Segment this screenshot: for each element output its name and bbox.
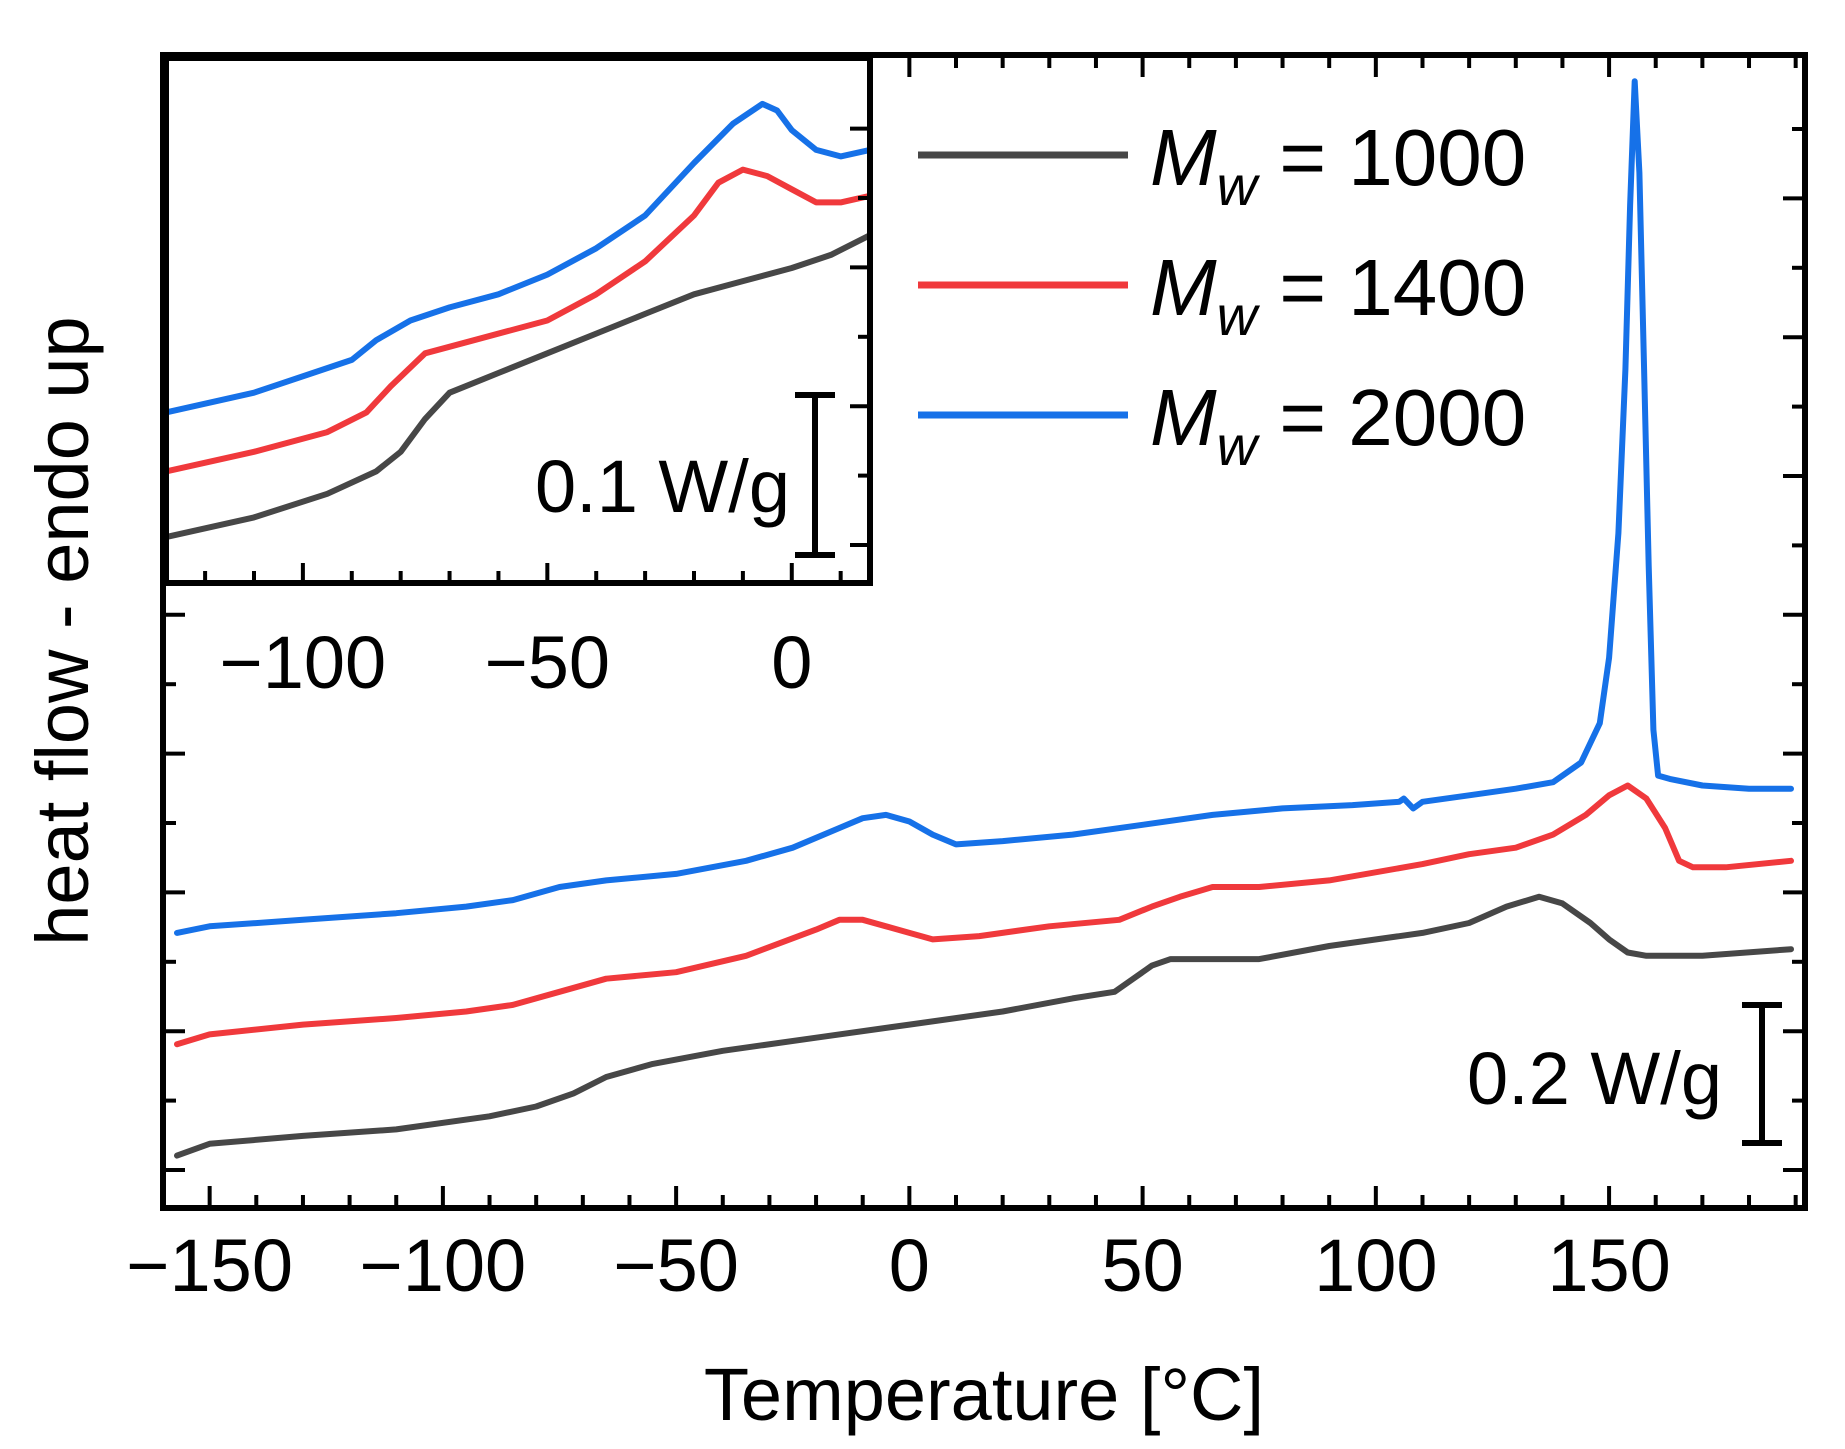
legend-label-1000-symbol: M [1150,113,1217,202]
y-axis-title: heat flow - endo up [21,316,104,945]
main-x-tick-label: 150 [1547,1224,1670,1307]
inset-x-tick-label: 0 [771,621,812,704]
x-axis-title: Temperature [°C] [704,1353,1264,1436]
main-series-1 [174,893,1794,1159]
inset-series-2 [163,166,873,475]
main-scale-bar: 0.2 W/g [1467,1002,1782,1146]
legend-label-1000-subscript: w [1217,154,1261,217]
legend-item-2000: Mw = 2000 [918,373,1526,477]
inset-scale-bar: 0.1 W/g [535,392,835,558]
inset-scale-bar-label: 0.1 W/g [535,445,790,528]
main-x-tick-label: 0 [889,1224,930,1307]
main-series-3 [174,78,1794,936]
legend-label-2000-subscript: w [1217,414,1261,477]
main-x-tick-label: −50 [613,1224,739,1307]
inset-series-3 [163,100,873,416]
legend-label-2000-value: = 2000 [1257,373,1526,462]
legend-label-1000: Mw = 1000 [1150,113,1526,217]
legend-label-2000-symbol: M [1150,373,1217,462]
main-x-tick-label: −100 [360,1224,527,1307]
legend-label-1000-value: = 1000 [1257,113,1526,202]
inset-x-tick-labels: −100 −50 0 [220,621,813,704]
inset-curves [163,100,873,541]
legend-label-1400: Mw = 1400 [1150,243,1526,347]
main-scale-bar-label: 0.2 W/g [1467,1037,1722,1120]
main-x-tick-label: 100 [1314,1224,1437,1307]
legend-label-1400-value: = 1400 [1257,243,1526,332]
main-curves [174,78,1794,1159]
legend: Mw = 1000 Mw = 1400 Mw = 2000 [918,113,1526,477]
inset-plot-frame [163,55,873,586]
main-x-tick-label: 50 [1101,1224,1183,1307]
main-x-tick-labels: −150 −100 −50 0 50 100 150 [126,1224,1671,1307]
legend-label-2000: Mw = 2000 [1150,373,1526,477]
legend-item-1400: Mw = 1400 [918,243,1526,347]
main-x-tick-label: −150 [126,1224,293,1307]
legend-label-1400-symbol: M [1150,243,1217,332]
inset-axis-ticks [203,126,870,583]
inset-x-tick-label: −50 [485,621,611,704]
inset-background [166,58,870,583]
legend-label-1400-subscript: w [1217,284,1261,347]
inset-x-tick-label: −100 [220,621,387,704]
inset-series-1 [163,232,873,541]
main-plot-frame [160,52,1808,1211]
legend-item-1000: Mw = 1000 [918,113,1526,217]
main-series-2 [174,782,1794,1048]
